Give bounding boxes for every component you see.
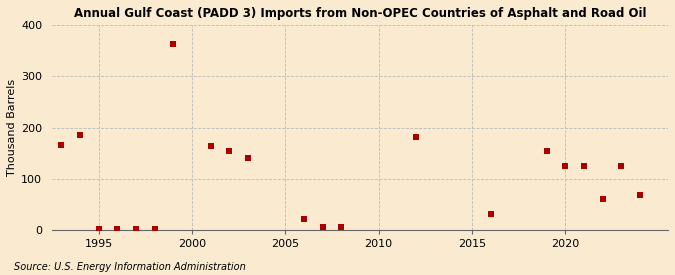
Point [597, 197, 608, 201]
Point [560, 164, 571, 168]
Point [112, 227, 123, 231]
Point [541, 148, 552, 153]
Point [410, 134, 421, 139]
Point [74, 133, 85, 138]
Point [317, 225, 328, 229]
Point [336, 225, 347, 229]
Title: Annual Gulf Coast (PADD 3) Imports from Non-OPEC Countries of Asphalt and Road O: Annual Gulf Coast (PADD 3) Imports from … [74, 7, 646, 20]
Point [130, 227, 141, 231]
Point [298, 216, 309, 221]
Point [242, 156, 253, 160]
Text: Source: U.S. Energy Information Administration: Source: U.S. Energy Information Administ… [14, 262, 245, 272]
Point [149, 227, 160, 231]
Point [56, 143, 67, 148]
Point [616, 164, 627, 168]
Point [485, 212, 496, 217]
Point [634, 193, 645, 197]
Point [205, 144, 216, 149]
Point [93, 227, 104, 231]
Point [224, 148, 235, 153]
Y-axis label: Thousand Barrels: Thousand Barrels [7, 79, 17, 176]
Point [578, 164, 589, 168]
Point [168, 42, 179, 46]
